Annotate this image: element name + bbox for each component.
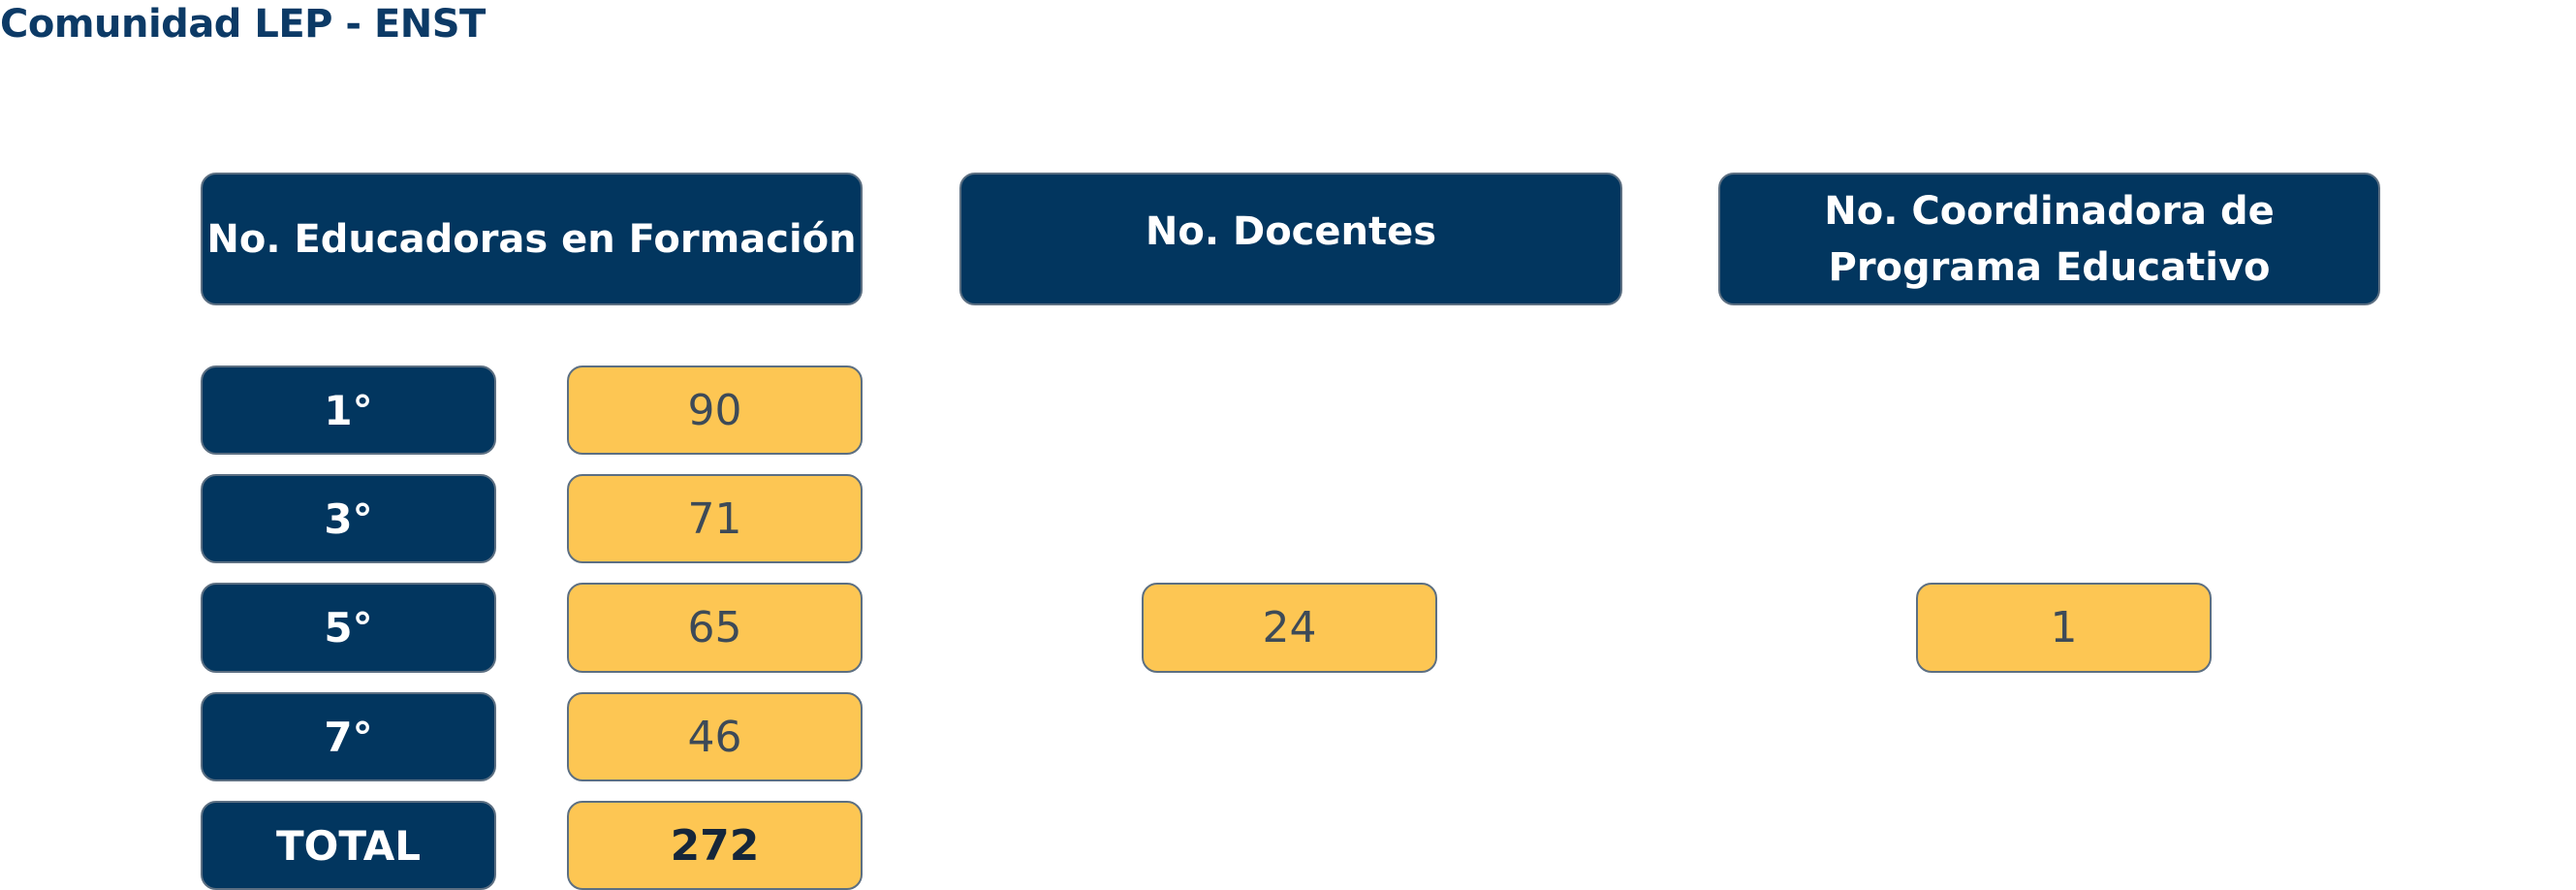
grade-label-1-text: 1°	[324, 386, 373, 434]
grade-label-5-text: 5°	[324, 604, 373, 652]
docentes-value-text: 24	[1262, 603, 1317, 652]
grade-label-7-text: 7°	[324, 713, 373, 761]
grade-label-7: 7°	[201, 692, 496, 781]
page-title: Comunidad LEP - ENST	[0, 2, 486, 47]
coordinadora-value-text: 1	[2050, 603, 2078, 652]
grade-value-1-text: 90	[687, 385, 742, 435]
docentes-value: 24	[1142, 583, 1437, 673]
header-educadoras-label: No. Educadoras en Formación	[206, 216, 857, 262]
header-educadoras: No. Educadoras en Formación	[201, 173, 863, 305]
grade-label-1: 1°	[201, 366, 496, 455]
grade-value-7: 46	[567, 692, 863, 781]
grade-label-3-text: 3°	[324, 494, 373, 543]
grade-label-5: 5°	[201, 583, 496, 673]
header-coordinadora: No. Coordinadora de Programa Educativo	[1718, 173, 2380, 305]
grade-value-7-text: 46	[687, 712, 742, 762]
grade-value-1: 90	[567, 366, 863, 455]
header-docentes: No. Docentes	[959, 173, 1622, 305]
total-value: 272	[567, 801, 863, 890]
grade-value-3: 71	[567, 474, 863, 563]
grade-value-3-text: 71	[687, 493, 742, 544]
total-label: TOTAL	[201, 801, 496, 890]
grade-value-5: 65	[567, 583, 863, 673]
total-value-text: 272	[670, 820, 760, 871]
grade-value-5-text: 65	[687, 603, 742, 652]
coordinadora-value: 1	[1916, 583, 2212, 673]
grade-label-3: 3°	[201, 474, 496, 563]
total-label-text: TOTAL	[275, 821, 421, 870]
header-docentes-label: No. Docentes	[1145, 208, 1437, 254]
header-coordinadora-label: No. Coordinadora de Programa Educativo	[1824, 188, 2275, 290]
